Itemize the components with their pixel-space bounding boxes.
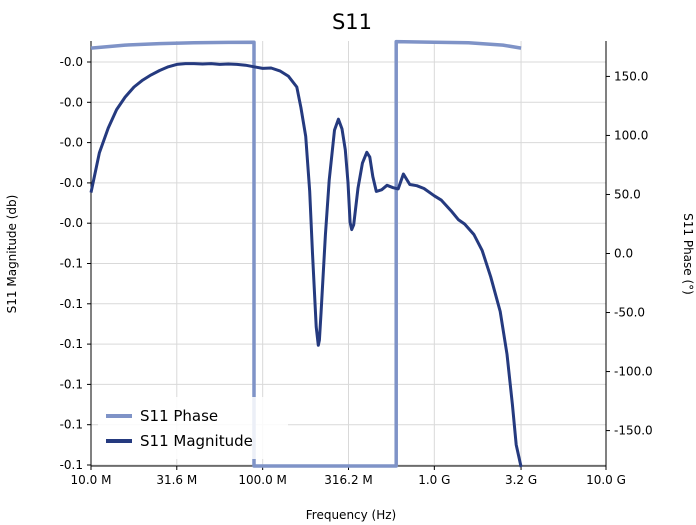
y-left-tick-label: -0.0 (60, 176, 83, 190)
y-left-tick-label: -0.0 (60, 55, 83, 69)
x-axis-title: Frequency (Hz) (306, 508, 397, 522)
y-right-tick-label: 150.0 (614, 69, 648, 83)
legend-label-s11-phase: S11 Phase (140, 407, 218, 425)
x-tick-label: 3.2 G (505, 473, 537, 487)
y-right-tick-label: 0.0 (614, 247, 633, 261)
chart-title: S11 (332, 10, 372, 34)
x-tick-label: 10.0 G (586, 473, 626, 487)
y-right-tick-label: -100.0 (614, 365, 653, 379)
y-axis-left-title: S11 Magnitude (db) (5, 195, 19, 314)
y-right-tick-label: 50.0 (614, 187, 641, 201)
series-lines (89, 39, 523, 468)
y-left-tick-label: -0.0 (60, 216, 83, 230)
x-tick-label: 31.6 M (156, 473, 197, 487)
y-left-tick-label: -0.1 (60, 418, 83, 432)
y-left-tick-label: -0.0 (60, 136, 83, 150)
series-line-s11-magnitude (89, 62, 523, 468)
legend-box (98, 397, 288, 459)
x-tick-label: 100.0 M (238, 473, 287, 487)
y-left-tick-label: -0.1 (60, 257, 83, 271)
series-line-s11-phase (90, 39, 522, 468)
y-left-tick-label: -0.1 (60, 377, 83, 391)
x-tick-label: 1.0 G (418, 473, 450, 487)
x-tick-label: 316.2 M (324, 473, 373, 487)
y-right-tick-label: 100.0 (614, 128, 648, 142)
y-axis-right-title: S11 Phase (°) (681, 213, 695, 295)
y-right-tick-label: -150.0 (614, 424, 653, 438)
x-tick-label: 10.0 M (71, 473, 112, 487)
legend-label-s11-magnitude: S11 Magnitude (140, 432, 253, 450)
y-left-tick-label: -0.0 (60, 95, 83, 109)
y-left-tick-label: -0.1 (60, 297, 83, 311)
y-left-tick-label: -0.1 (60, 337, 83, 351)
y-right-tick-label: -50.0 (614, 306, 645, 320)
legend: S11 Phase S11 Magnitude (98, 397, 288, 459)
y-left-tick-label: -0.1 (60, 458, 83, 472)
